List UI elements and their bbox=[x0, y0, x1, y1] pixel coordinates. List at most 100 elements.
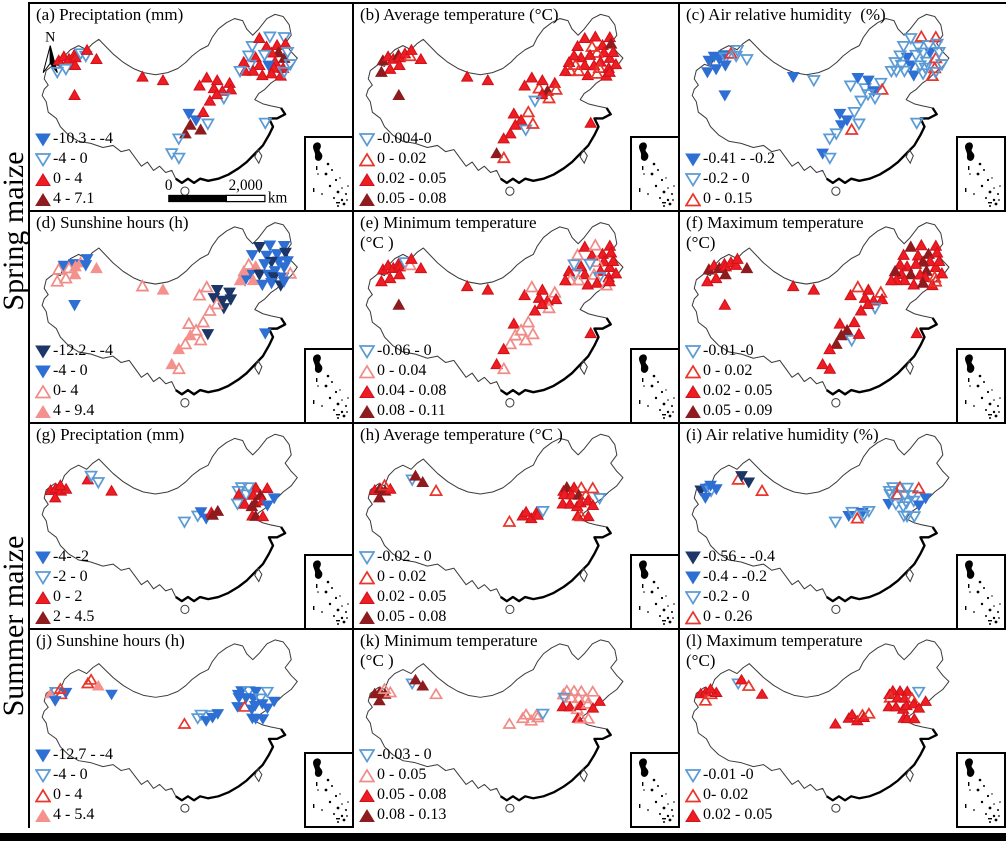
data-point bbox=[416, 679, 430, 691]
data-point bbox=[704, 683, 717, 694]
data-point bbox=[911, 41, 926, 54]
data-point bbox=[51, 262, 66, 275]
data-point bbox=[48, 491, 62, 503]
data-point bbox=[558, 273, 572, 286]
legend-marker-icon bbox=[35, 570, 51, 585]
data-point bbox=[911, 686, 926, 699]
south-china-sea-inset bbox=[956, 554, 1006, 630]
china-map bbox=[41, 639, 298, 813]
data-point bbox=[246, 273, 260, 286]
legend-marker-icon bbox=[359, 788, 375, 802]
legend-marker-icon bbox=[685, 363, 701, 378]
legend-marker-icon bbox=[35, 404, 51, 418]
data-point bbox=[718, 60, 732, 72]
legend-item: 0.05 - 0.09 bbox=[685, 401, 772, 421]
data-point bbox=[231, 702, 244, 713]
data-point bbox=[586, 498, 600, 511]
coastline bbox=[500, 728, 612, 802]
data-point bbox=[530, 710, 545, 723]
data-point bbox=[604, 37, 618, 49]
data-point bbox=[528, 304, 542, 316]
legend-item: -4 - 0 bbox=[35, 765, 113, 785]
data-point bbox=[581, 510, 595, 522]
legend-item: 0 - 4 bbox=[35, 785, 113, 805]
data-point bbox=[718, 90, 732, 102]
data-point bbox=[80, 254, 94, 266]
south-china-sea-inset bbox=[304, 554, 354, 630]
data-point bbox=[867, 294, 880, 306]
legend-marker-icon bbox=[35, 768, 51, 783]
data-point bbox=[904, 490, 919, 503]
data-point bbox=[900, 52, 914, 64]
panel-title: (c) Air relative humidity (%) bbox=[686, 5, 886, 25]
data-point bbox=[521, 315, 536, 328]
south-china-sea-inset bbox=[956, 752, 1006, 828]
legend-label: 0 - 0.04 bbox=[377, 362, 427, 379]
data-point bbox=[233, 273, 247, 286]
data-point bbox=[883, 489, 898, 502]
data-point bbox=[58, 63, 73, 77]
data-point bbox=[735, 673, 748, 685]
legend-label: -0.2 - 0 bbox=[703, 170, 750, 187]
data-point bbox=[910, 326, 924, 339]
data-point bbox=[392, 88, 406, 100]
data-point bbox=[403, 257, 418, 271]
data-point bbox=[502, 717, 517, 729]
data-point bbox=[935, 267, 949, 279]
data-point bbox=[829, 337, 843, 349]
panel-title: (b) Average temperature (°C) bbox=[360, 5, 559, 25]
data-point bbox=[590, 66, 605, 79]
data-point bbox=[524, 279, 539, 293]
panel-title-line: (°C) bbox=[686, 651, 716, 670]
data-point bbox=[723, 46, 738, 59]
legend-label: -0.01 -0 bbox=[703, 342, 754, 359]
data-point bbox=[909, 117, 924, 130]
legend-label: 0 - 0.02 bbox=[703, 362, 753, 379]
legend-item: 0.05 - 0.08 bbox=[359, 607, 446, 627]
data-point bbox=[581, 278, 595, 290]
data-point bbox=[786, 279, 800, 292]
legend-item: 2 - 4.5 bbox=[35, 607, 94, 627]
data-point bbox=[816, 357, 830, 370]
legend-label: 0.05 - 0.08 bbox=[377, 190, 447, 207]
legend-item: -4- -2 bbox=[35, 547, 94, 567]
south-china-sea-inset bbox=[304, 752, 354, 828]
data-point bbox=[277, 32, 292, 45]
data-point bbox=[701, 67, 714, 79]
data-point bbox=[91, 477, 106, 490]
legend-item: 0.08 - 0.13 bbox=[359, 805, 446, 825]
data-point bbox=[409, 673, 422, 685]
data-point bbox=[50, 274, 65, 287]
data-point bbox=[80, 676, 95, 689]
panel-title-line: (d) Sunshine hours (h) bbox=[36, 213, 189, 232]
coastline bbox=[500, 526, 612, 603]
coastline bbox=[500, 317, 612, 396]
panel-j: (j) Sunshine hours (h) -12.7 - -4 -4 - 0 0 … bbox=[28, 628, 354, 828]
data-point bbox=[210, 88, 224, 100]
data-point bbox=[48, 696, 62, 707]
legend-item: -0.03 - 0 bbox=[359, 745, 446, 765]
data-point bbox=[911, 249, 925, 261]
data-point bbox=[578, 31, 592, 43]
legend-marker-icon bbox=[359, 384, 375, 398]
legend-label: 0.02 - 0.05 bbox=[377, 170, 447, 187]
taiwan-island bbox=[254, 359, 263, 376]
data-point bbox=[729, 258, 743, 270]
data-point bbox=[581, 68, 595, 81]
data-point bbox=[709, 484, 723, 496]
data-point bbox=[731, 252, 744, 264]
legend-label: -0.03 - 0 bbox=[377, 746, 432, 763]
legend-marker-icon bbox=[35, 365, 51, 378]
data-point bbox=[193, 79, 206, 91]
data-point bbox=[921, 40, 936, 53]
legend-item: 0.04 - 0.08 bbox=[359, 381, 446, 401]
china-map bbox=[691, 13, 950, 196]
legend-marker-icon bbox=[35, 192, 51, 206]
data-point bbox=[503, 127, 517, 139]
data-point bbox=[535, 505, 550, 519]
data-point bbox=[253, 241, 266, 254]
data-point bbox=[256, 714, 270, 725]
legend-marker-icon bbox=[685, 191, 701, 206]
data-point bbox=[845, 506, 860, 519]
